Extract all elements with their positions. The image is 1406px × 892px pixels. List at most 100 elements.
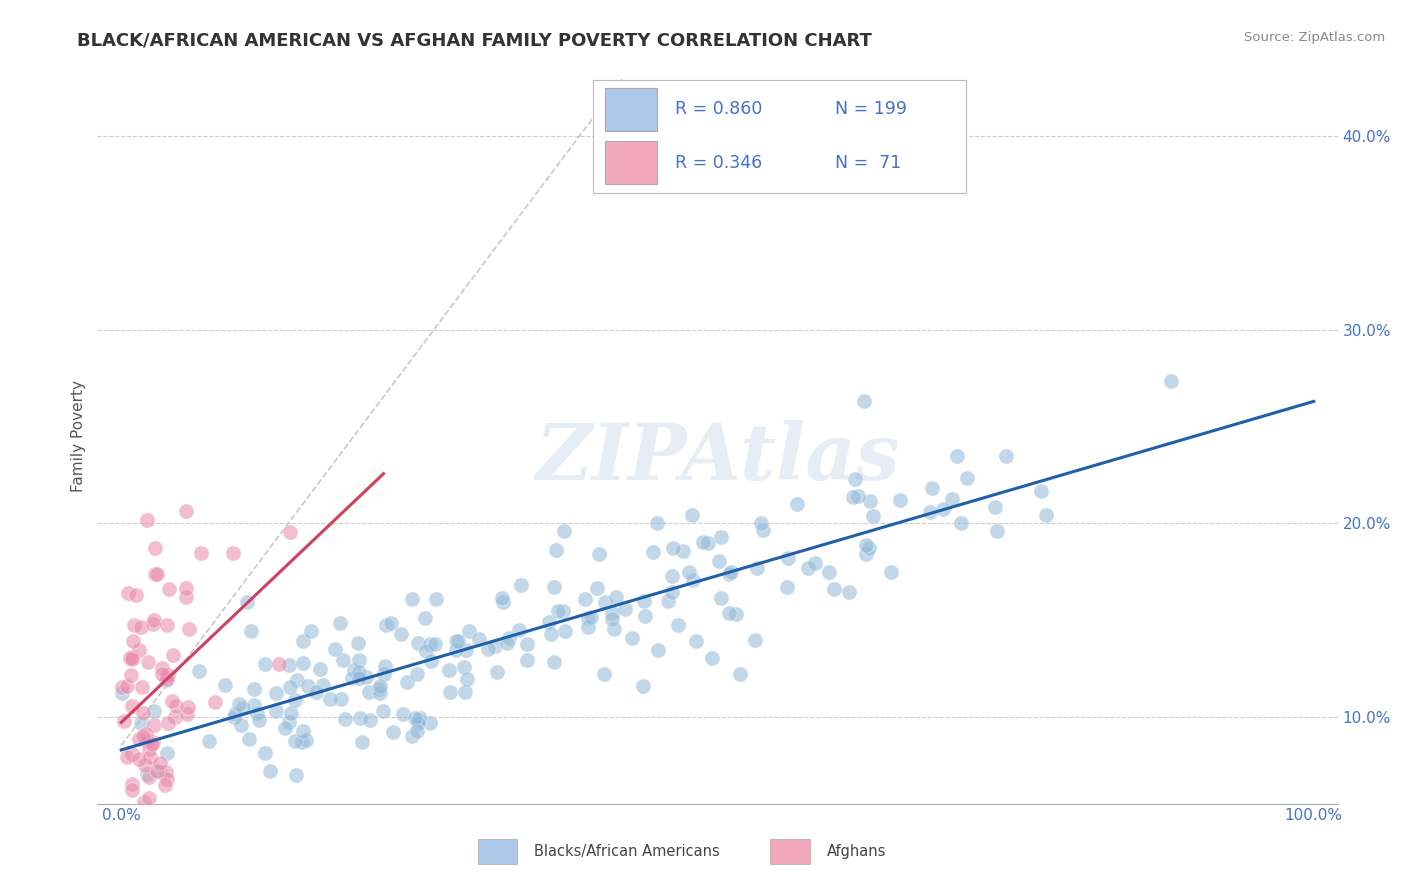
Point [672,544,695,558]
Point [142,616,165,631]
Point [678,565,700,579]
Point [510,578,533,592]
Point [359,713,381,727]
Point [117,586,139,600]
Point [157,582,180,597]
Point [419,716,441,731]
Point [408,713,430,727]
Point [177,699,200,714]
Point [284,693,307,707]
Point [544,543,567,558]
Point [405,723,427,738]
Point [586,581,609,595]
Point [786,497,808,511]
Point [128,752,150,766]
Point [983,500,1005,515]
Point [437,663,460,677]
Point [859,493,882,508]
Point [284,734,307,748]
Point [277,657,299,672]
Point [823,582,845,596]
Point [347,636,370,650]
Point [986,524,1008,539]
Point [724,607,747,622]
Point [491,591,513,606]
Point [657,593,679,607]
Point [120,667,142,681]
Point [112,714,135,728]
Point [309,662,332,676]
Point [274,721,297,735]
Point [121,651,143,665]
Point [406,715,429,730]
Point [553,524,575,538]
Point [776,580,799,594]
Point [817,565,839,579]
Point [576,620,599,634]
Point [374,617,396,632]
Point [720,565,742,579]
Point [852,394,875,409]
Point [633,594,655,608]
Point [419,637,441,651]
Point [156,772,179,786]
Point [456,672,478,686]
Point [994,450,1017,464]
Point [776,550,799,565]
Point [354,670,377,684]
Point [332,653,354,667]
Point [214,678,236,692]
Point [111,681,134,695]
Point [177,622,200,636]
Point [222,546,245,560]
Point [588,547,610,561]
Point [631,680,654,694]
Point [409,711,432,725]
Text: Afghans: Afghans [827,845,886,859]
Point [661,541,683,556]
Point [129,716,152,731]
Point [600,606,623,620]
Point [844,471,866,485]
Point [359,685,381,699]
Point [121,777,143,791]
Point [224,707,246,722]
Point [149,756,172,771]
Point [253,746,276,760]
Point [190,546,212,560]
Point [136,513,159,527]
Point [121,698,143,713]
Text: Blacks/African Americans: Blacks/African Americans [534,845,720,859]
Point [932,502,955,516]
Point [516,652,538,666]
Point [543,580,565,594]
Point [401,591,423,606]
Point [135,727,157,741]
Point [804,556,827,570]
Point [862,509,884,524]
Point [347,653,370,667]
Point [142,613,165,627]
Point [453,660,475,674]
Point [600,612,623,626]
Point [297,679,319,693]
Point [120,651,142,665]
Point [135,767,157,781]
Point [146,567,169,582]
Point [238,732,260,747]
Point [395,674,418,689]
Point [1035,508,1057,523]
Point [243,698,266,713]
Point [661,568,683,582]
Point [454,685,477,699]
Point [702,651,724,665]
Point [143,718,166,732]
Point [222,709,245,723]
Point [647,643,669,657]
Point [496,636,519,650]
Point [406,635,429,649]
Point [135,733,157,747]
Point [710,530,733,544]
Point [335,712,357,726]
Point [242,681,264,696]
